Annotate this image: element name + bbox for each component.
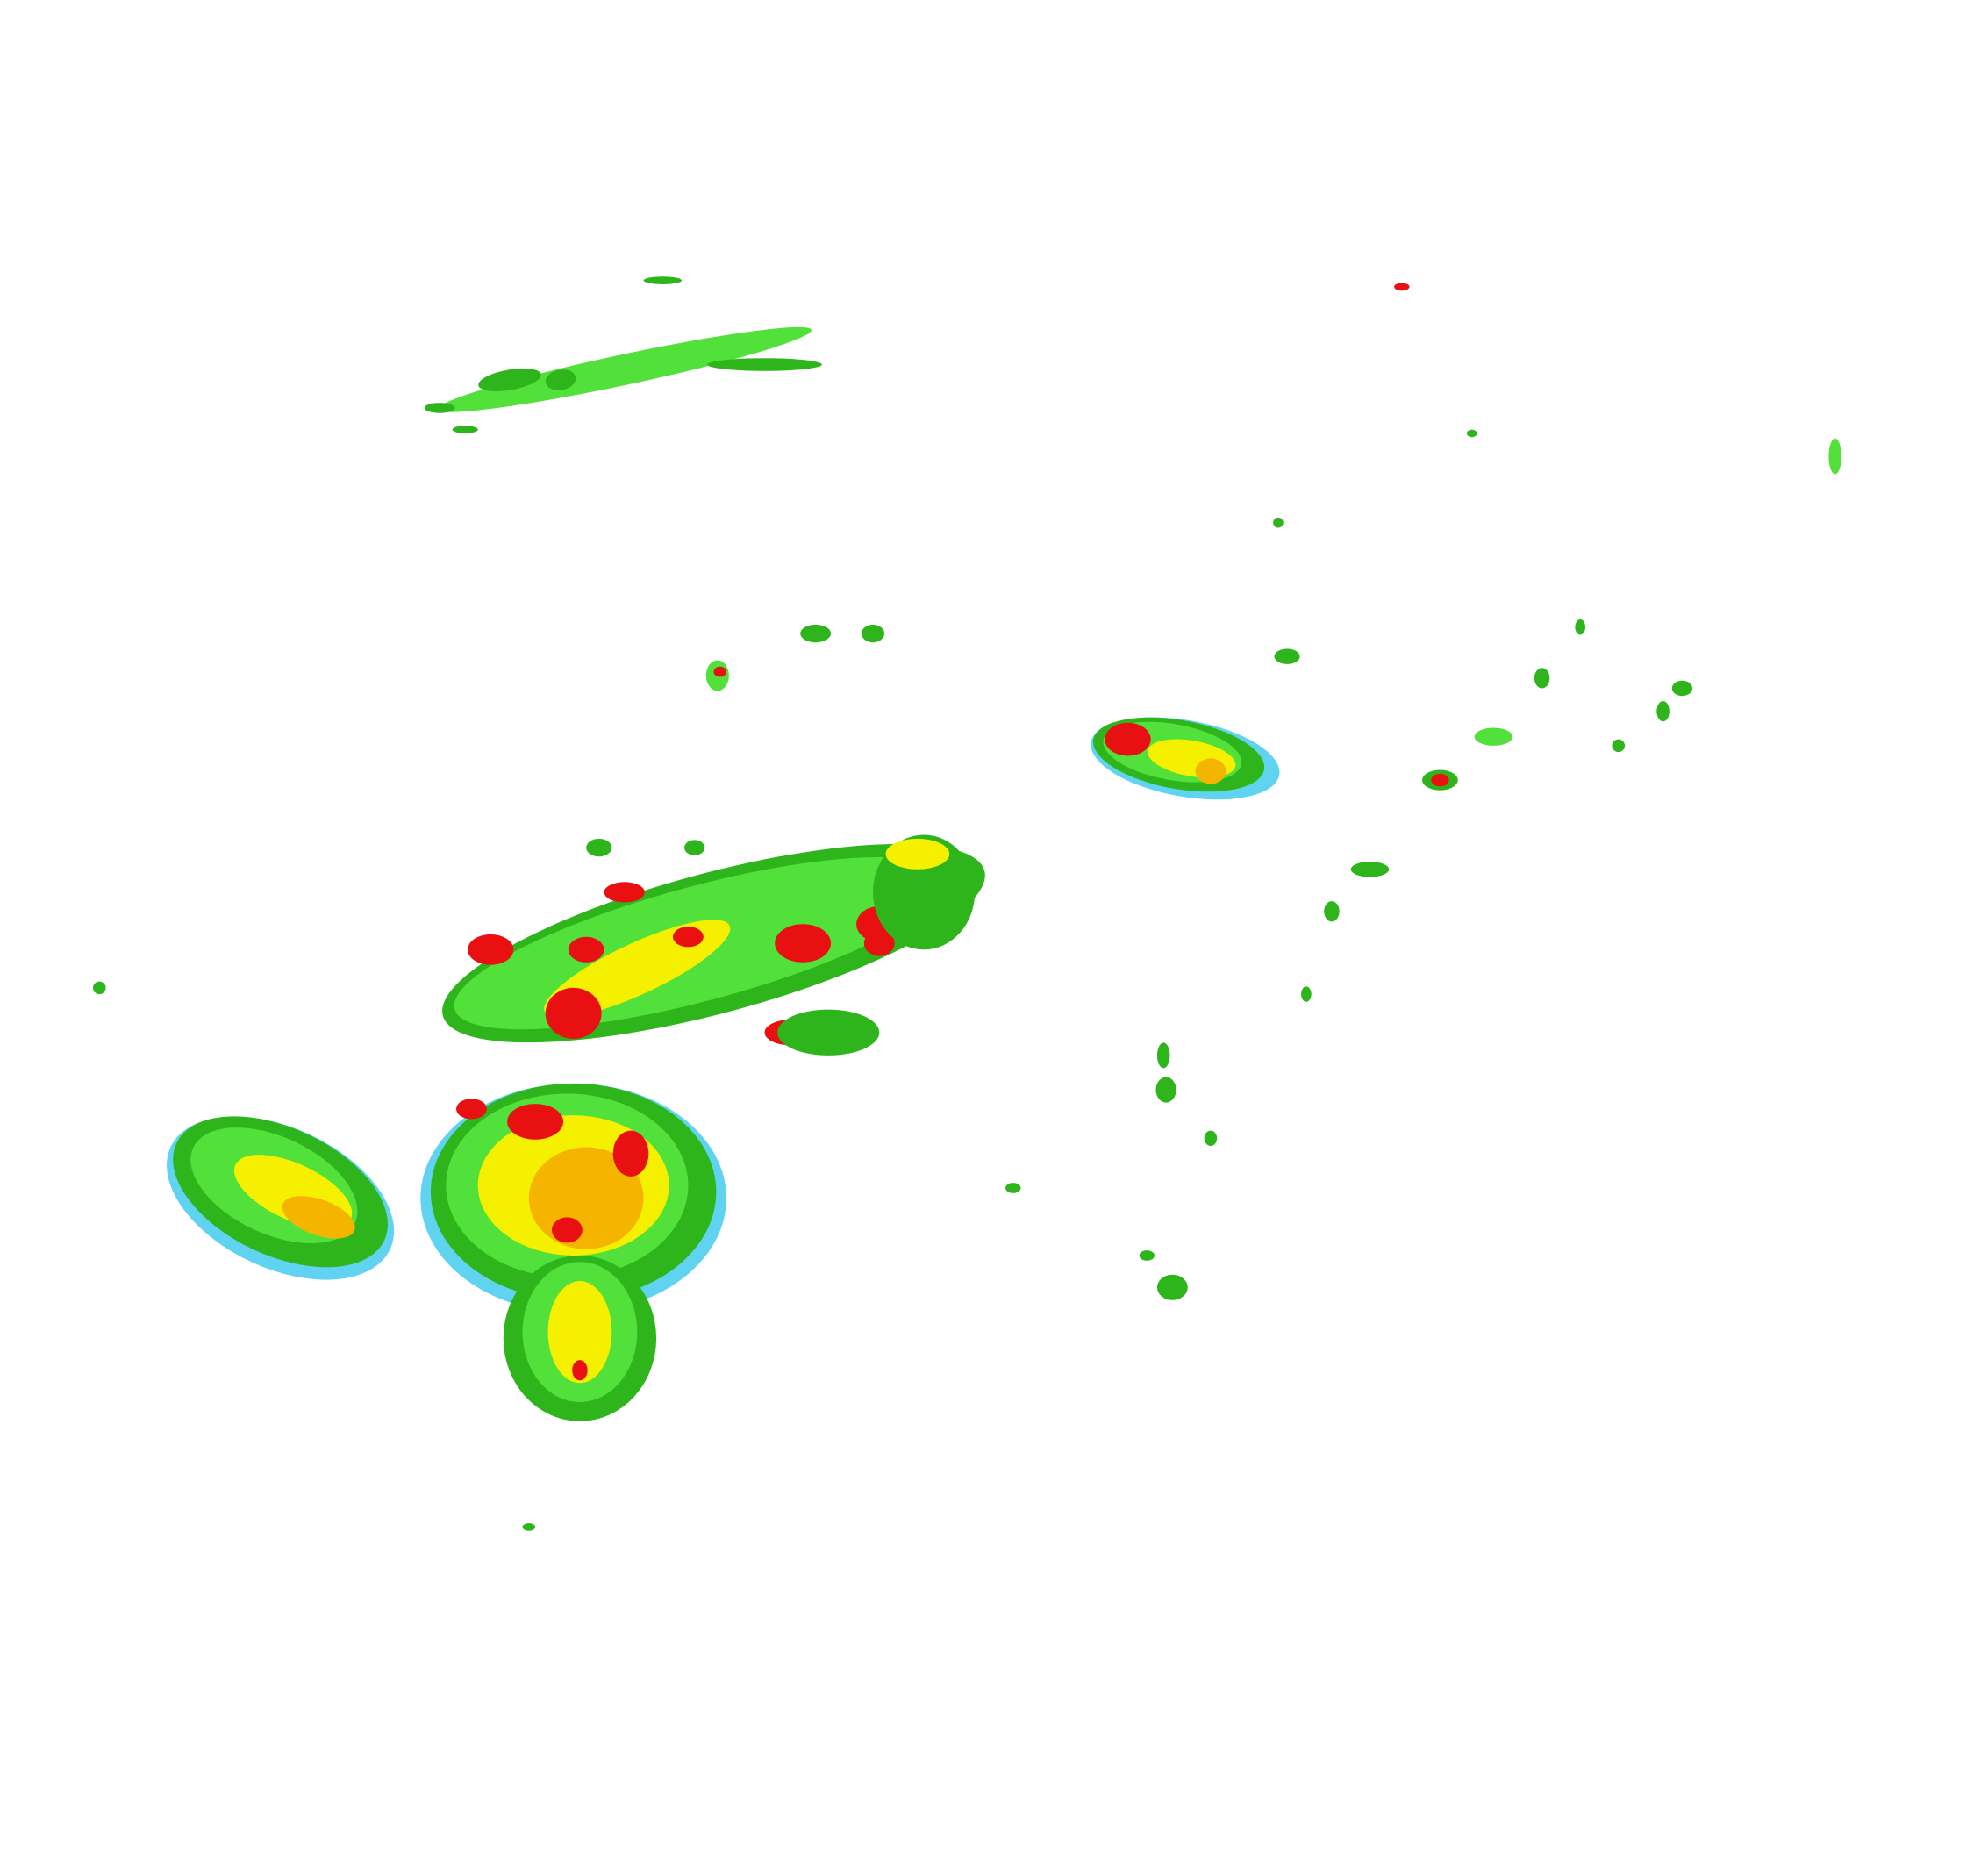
echo-scattered-cell (1466, 429, 1477, 438)
echo-north-band (643, 276, 683, 284)
echo-north-band (478, 368, 541, 391)
echo-scattered-cell (1671, 680, 1693, 697)
echo-scattered-cell (1204, 1130, 1218, 1147)
echo-scattered-cell (1534, 668, 1550, 689)
echo-line (885, 838, 950, 870)
echo-scattered-cell (1005, 1183, 1021, 1193)
echo-central (551, 1217, 583, 1243)
echo-scattered-cell (1350, 862, 1390, 877)
echo-central (456, 1099, 487, 1120)
echo-central (612, 1130, 649, 1177)
echo-scattered-cell (1575, 619, 1585, 635)
echo-line (684, 840, 705, 855)
echo-line (672, 927, 704, 948)
echo-scattered-cell (1139, 1250, 1155, 1261)
echo-north-band (437, 326, 812, 412)
echo-line (545, 987, 602, 1039)
echo-scattered-cell (1612, 739, 1626, 753)
echo-scattered-cell (1324, 901, 1340, 922)
echo-scattered-cell (800, 624, 832, 643)
echo-north-band (452, 426, 478, 433)
echo-southwest (282, 1196, 355, 1239)
echo-north-band (707, 358, 822, 371)
echo-scattered-cell (861, 624, 885, 643)
echo-south-tail (572, 1360, 588, 1381)
echo-north-band (545, 369, 576, 390)
echo-scattered-cell (522, 1523, 536, 1531)
echo-east (1195, 758, 1226, 784)
echo-line (775, 924, 832, 963)
echo-scattered-cell (1155, 1077, 1176, 1103)
echo-south-tail (547, 1281, 612, 1384)
echo-scattered-cell (1273, 517, 1284, 528)
echo-line (568, 936, 604, 963)
echo-scattered-cell (713, 666, 726, 677)
echo-north-band (424, 403, 455, 413)
echo-scattered-cell (1656, 701, 1670, 722)
echo-scattered-cell (93, 981, 106, 995)
echo-line (468, 934, 514, 965)
echo-scattered-cell (1301, 986, 1312, 1002)
echo-line (777, 1009, 880, 1056)
echo-scattered-cell (1828, 438, 1841, 475)
echo-line (586, 838, 612, 857)
echo-east (1105, 722, 1151, 756)
echo-line (604, 882, 645, 903)
echo-scattered-cell (1431, 773, 1449, 787)
echo-central (507, 1104, 564, 1140)
echo-scattered-cell (1156, 1274, 1188, 1300)
echo-scattered-cell (1274, 648, 1300, 664)
echo-scattered-cell (1394, 283, 1410, 291)
echo-scattered-cell (1156, 1042, 1170, 1069)
echo-line (863, 930, 895, 956)
echo-scattered-cell (1474, 727, 1513, 746)
